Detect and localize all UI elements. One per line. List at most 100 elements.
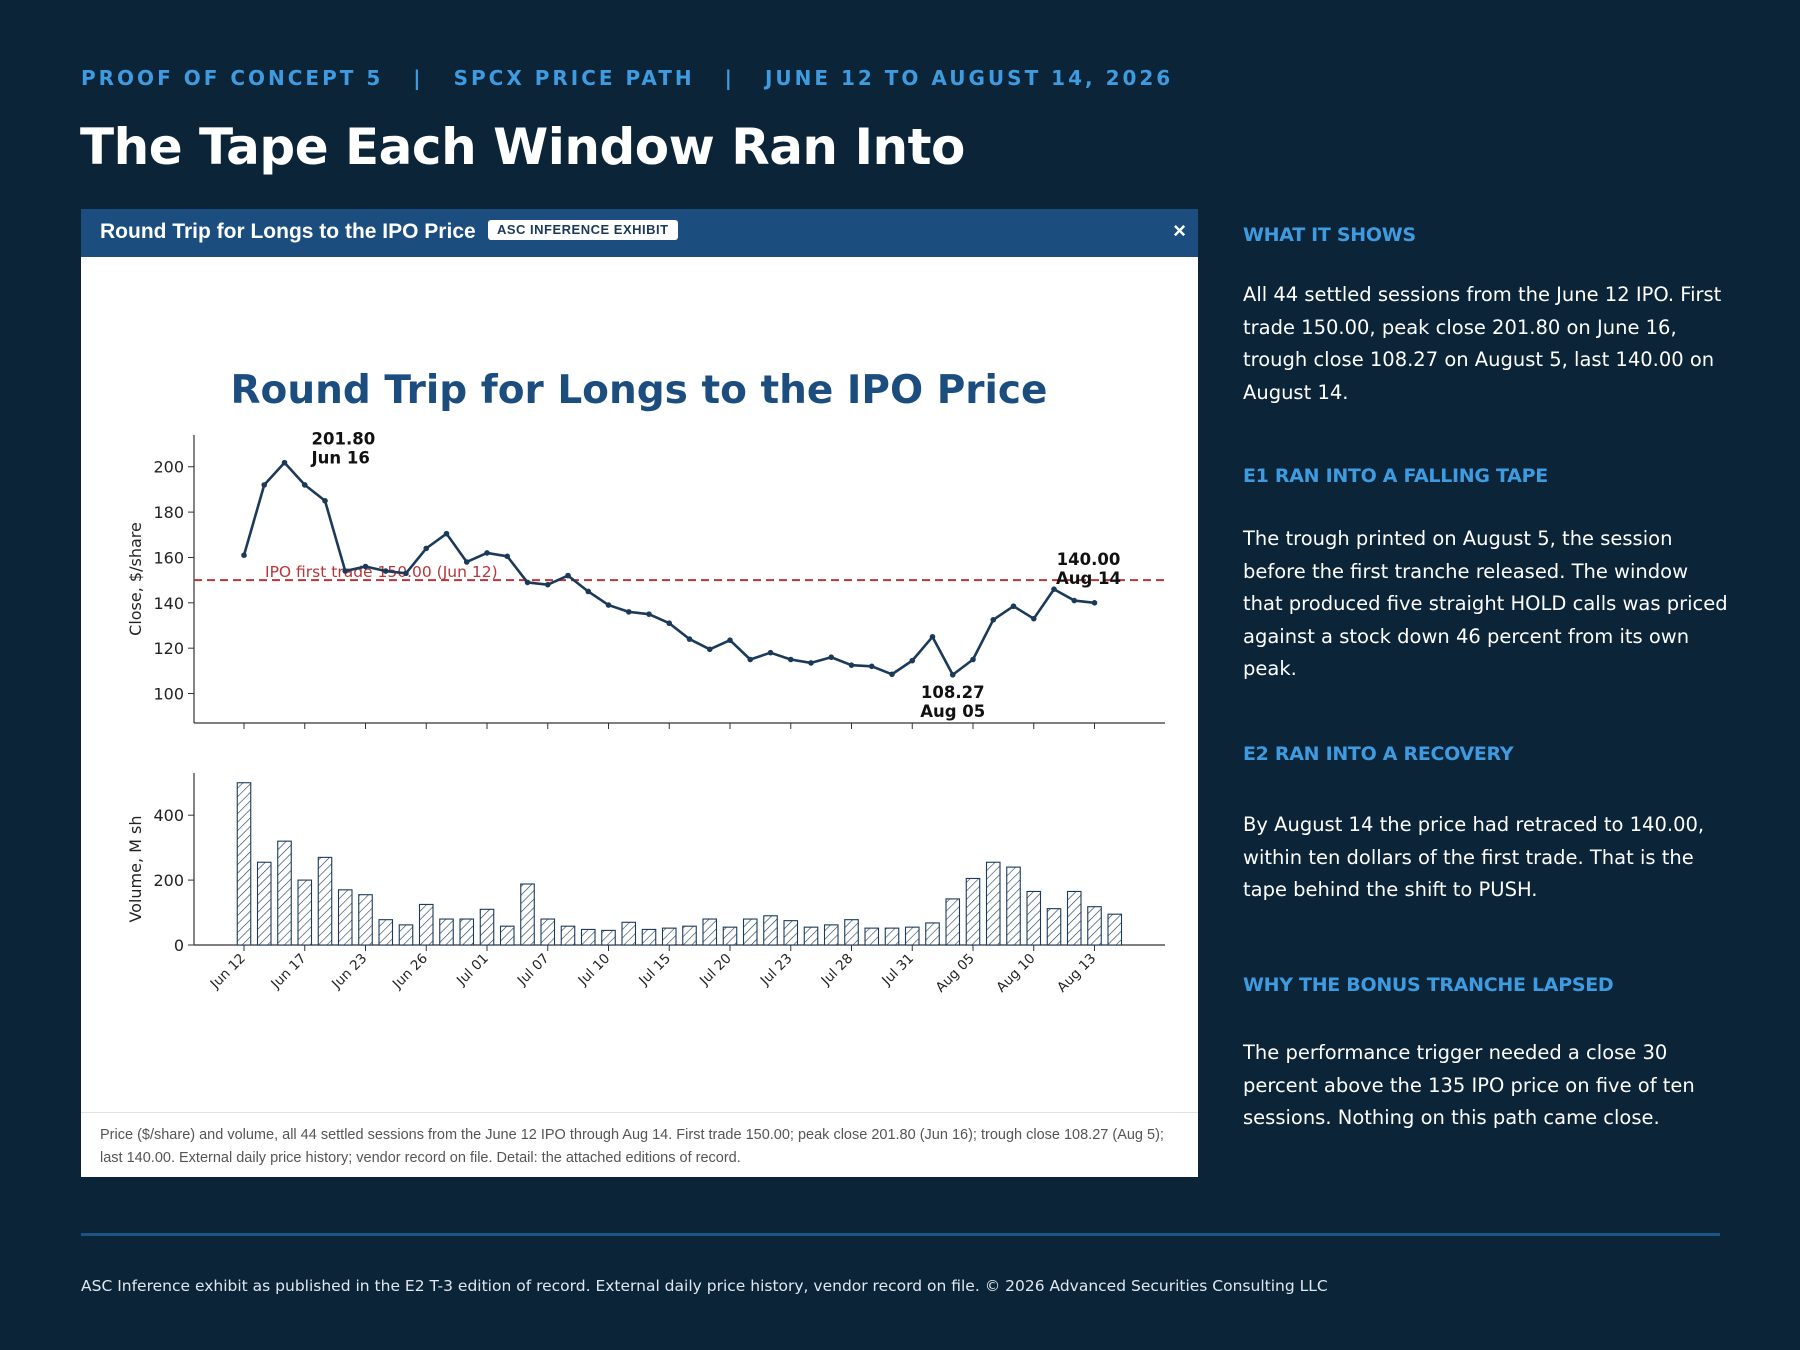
volume-bar (256, 861, 272, 946)
caption-divider (81, 1112, 1198, 1113)
price-point (808, 660, 814, 666)
price-point (605, 602, 612, 608)
volume-bar (1066, 890, 1082, 946)
price-point (909, 657, 916, 664)
x-tick-label: Jul 10 (575, 951, 614, 990)
price-point (666, 620, 673, 627)
price-point (322, 497, 328, 504)
x-tick-label: Jun 26 (389, 951, 431, 993)
price-point (241, 552, 247, 558)
sidebar-paragraph: The trough printed on August 5, the sess… (1243, 527, 1728, 680)
volume-bar (621, 921, 637, 946)
price-point (1071, 597, 1078, 604)
kicker: PROOF OF CONCEPT 5 | SPCX PRICE PATH | JUNE … (81, 66, 1173, 90)
price-annotation: Aug 14 (1056, 569, 1121, 588)
panel-title: Round Trip for Longs to the IPO Price (100, 220, 476, 243)
volume-bar (337, 889, 353, 946)
price-point (1010, 603, 1017, 610)
sidebar-heading: WHAT IT SHOWS (1243, 224, 1416, 246)
price-point (828, 654, 835, 661)
price-point (443, 530, 450, 537)
volume-bar (641, 928, 657, 946)
volume-bar (601, 929, 616, 946)
volume-bar (904, 926, 920, 946)
price-point (504, 553, 511, 560)
sidebar-heading: WHY THE BONUS TRANCHE LAPSED (1243, 974, 1614, 996)
price-y-tick-label: 140 (153, 594, 184, 613)
x-tick-label: Jul 28 (818, 951, 857, 990)
volume-bar (884, 927, 900, 946)
sidebar-paragraph: All 44 settled sessions from the June 12… (1243, 283, 1722, 404)
volume-bar (520, 883, 535, 946)
chart-title: Round Trip for Longs to the IPO Price (231, 368, 1048, 413)
volume-bar (439, 918, 454, 946)
price-point (686, 636, 693, 642)
volume-bar (560, 925, 576, 946)
volume-bar (1087, 906, 1102, 946)
volume-bar (398, 924, 414, 946)
price-point (767, 649, 774, 656)
price-point (625, 609, 632, 615)
footer-note: ASC Inference exhibit as published in th… (81, 1277, 1328, 1295)
panel-header: Round Trip for Longs to the IPO Price AS… (81, 209, 1198, 257)
price-point (787, 656, 794, 663)
volume-bar (945, 898, 961, 946)
price-point (970, 656, 976, 663)
price-point (463, 559, 470, 565)
price-annotation: Aug 05 (920, 702, 985, 721)
sidebar-paragraph: By August 14 the price had retraced to 1… (1243, 813, 1705, 901)
price-volume-chart: Round Trip for Longs to the IPO Price 100… (126, 368, 1165, 996)
price-series-line (242, 461, 1095, 677)
price-point (484, 550, 490, 556)
volume-bar (742, 918, 758, 946)
volume-bar (823, 924, 839, 946)
price-point (585, 588, 592, 595)
x-tick-label: Jun 23 (328, 951, 370, 993)
volume-bar (783, 920, 799, 946)
price-point (929, 634, 936, 640)
ipo-reference-label: IPO first trade 150.00 (Jun 12) (265, 563, 498, 581)
volume-bar (965, 877, 981, 946)
price-point (747, 656, 754, 663)
price-point (382, 568, 389, 574)
price-annotation: 108.27 (921, 683, 985, 702)
x-tick-label: Jul 31 (878, 951, 917, 990)
volume-bar (682, 925, 697, 946)
volume-bar (459, 918, 475, 946)
price-point (1091, 600, 1098, 606)
price-point (544, 581, 551, 588)
volume-bar (763, 915, 778, 946)
price-point (281, 459, 288, 466)
volume-bar (925, 922, 940, 946)
sidebar-paragraph: The performance trigger needed a close 3… (1243, 1041, 1695, 1129)
price-point (403, 570, 409, 577)
x-tick-label: Aug 05 (933, 951, 978, 996)
volume-y-tick-label: 0 (174, 936, 184, 955)
volume-bar (236, 782, 252, 946)
x-tick-label: Jul 01 (453, 951, 492, 990)
kicker-dates: JUNE 12 TO AUGUST 14, 2026 (764, 66, 1174, 90)
price-y-tick-label: 200 (153, 458, 184, 477)
close-icon[interactable]: × (1173, 218, 1186, 243)
volume-bar (358, 894, 373, 946)
price-point (423, 545, 430, 552)
price-point (342, 568, 349, 574)
price-point (868, 663, 875, 670)
chart-caption: Price ($/share) and volume, all 44 settl… (100, 1127, 1164, 1166)
x-tick-label: Jun 12 (207, 951, 249, 993)
volume-bar (844, 919, 859, 946)
price-point (1030, 615, 1037, 622)
price-annotation: 140.00 (1057, 550, 1121, 569)
x-tick-label: Jul 15 (635, 951, 674, 990)
volume-bar (277, 840, 292, 946)
sidebar-heading: E1 RAN INTO A FALLING TAPE (1243, 465, 1548, 487)
volume-bar (661, 927, 677, 946)
volume-bar (499, 925, 515, 946)
price-point (524, 579, 531, 586)
volume-bar (985, 861, 1001, 946)
volume-bar (540, 918, 556, 946)
price-point (362, 563, 369, 570)
volume-y-axis-label: Volume, M sh (126, 815, 145, 922)
volume-bar (297, 879, 313, 946)
price-point (646, 611, 652, 617)
